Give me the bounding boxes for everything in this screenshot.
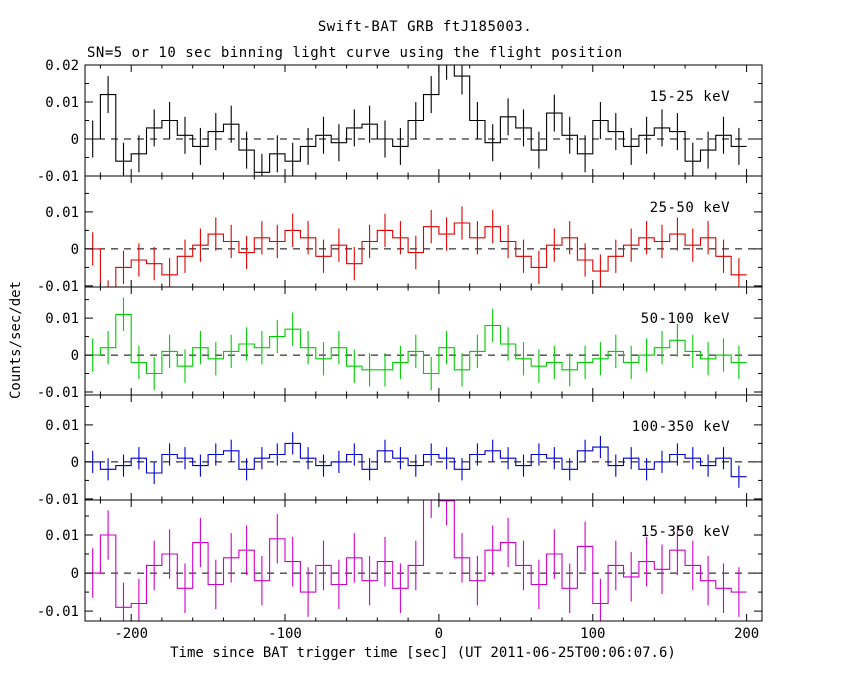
error-bars — [92, 432, 740, 488]
svg-text:-0.01: -0.01 — [37, 492, 79, 508]
panel-15-25-kev: 0.02 0.01 0 -0.01 15-25 keV — [37, 58, 763, 185]
axis-ticks — [85, 65, 762, 176]
svg-text:0.01: 0.01 — [45, 205, 79, 221]
svg-text:100: 100 — [580, 626, 605, 642]
band-label: 50-100 keV — [641, 311, 730, 327]
panel-frame — [84, 394, 763, 501]
band-label: 100-350 keV — [632, 419, 730, 435]
y-tick-labels: 0.01 0 -0.01 — [37, 205, 79, 295]
svg-text:0: 0 — [71, 132, 79, 148]
x-tick-labels: -200 -100 0 100 200 — [114, 626, 759, 642]
band-label: 15-350 keV — [641, 524, 730, 540]
axis-ticks — [85, 500, 762, 621]
svg-text:-0.01: -0.01 — [37, 385, 79, 401]
panel-frame — [84, 499, 763, 622]
error-bars — [92, 206, 740, 287]
svg-text:0: 0 — [71, 455, 79, 471]
panel-50-100-kev: 0.01 0 -0.01 50-100 keV — [37, 286, 763, 401]
svg-text:0.01: 0.01 — [45, 311, 79, 327]
axis-ticks — [85, 176, 762, 287]
panel-15-350-kev: 0.01 0 -0.01 15-350 keV — [37, 499, 763, 622]
chart-panels: 0.02 0.01 0 -0.01 15-25 keV 0.01 0 -0.01 25-50 k… — [37, 58, 763, 642]
x-axis-label: Time since BAT trigger time [sec] (UT 20… — [170, 645, 676, 661]
svg-text:0: 0 — [71, 348, 79, 364]
panel-25-50-kev: 0.01 0 -0.01 25-50 keV — [37, 175, 763, 295]
chart-title: Swift-BAT GRB ftJ185003. — [318, 19, 532, 35]
step-line — [85, 313, 747, 375]
svg-text:0.01: 0.01 — [45, 528, 79, 544]
panel-frame — [84, 286, 763, 396]
svg-text:-200: -200 — [114, 626, 148, 642]
svg-text:-100: -100 — [268, 626, 302, 642]
svg-text:0: 0 — [435, 626, 443, 642]
error-bars — [92, 65, 740, 176]
svg-text:-0.01: -0.01 — [37, 604, 79, 620]
svg-text:0: 0 — [71, 566, 79, 582]
svg-text:0.02: 0.02 — [45, 58, 79, 74]
y-tick-labels: 0.02 0.01 0 -0.01 — [37, 58, 79, 185]
y-axis-label: Counts/sec/det — [8, 281, 24, 399]
axis-ticks — [85, 395, 762, 500]
svg-text:0.01: 0.01 — [45, 95, 79, 111]
chart-subtitle: SN=5 or 10 sec binning light curve using… — [87, 45, 623, 61]
svg-text:0.01: 0.01 — [45, 418, 79, 434]
y-tick-labels: 0.01 0 -0.01 — [37, 528, 79, 620]
band-label: 15-25 keV — [650, 89, 730, 105]
error-bars — [92, 297, 740, 391]
svg-text:-0.01: -0.01 — [37, 169, 79, 185]
y-tick-labels: 0.01 0 -0.01 — [37, 418, 79, 508]
error-bars — [92, 500, 740, 621]
svg-text:0: 0 — [71, 242, 79, 258]
axis-ticks — [85, 287, 762, 395]
svg-text:-0.01: -0.01 — [37, 279, 79, 295]
svg-text:200: 200 — [734, 626, 759, 642]
y-tick-labels: 0.01 0 -0.01 — [37, 311, 79, 401]
panel-100-350-kev: 0.01 0 -0.01 100-350 keV — [37, 394, 763, 508]
band-label: 25-50 keV — [650, 200, 730, 216]
